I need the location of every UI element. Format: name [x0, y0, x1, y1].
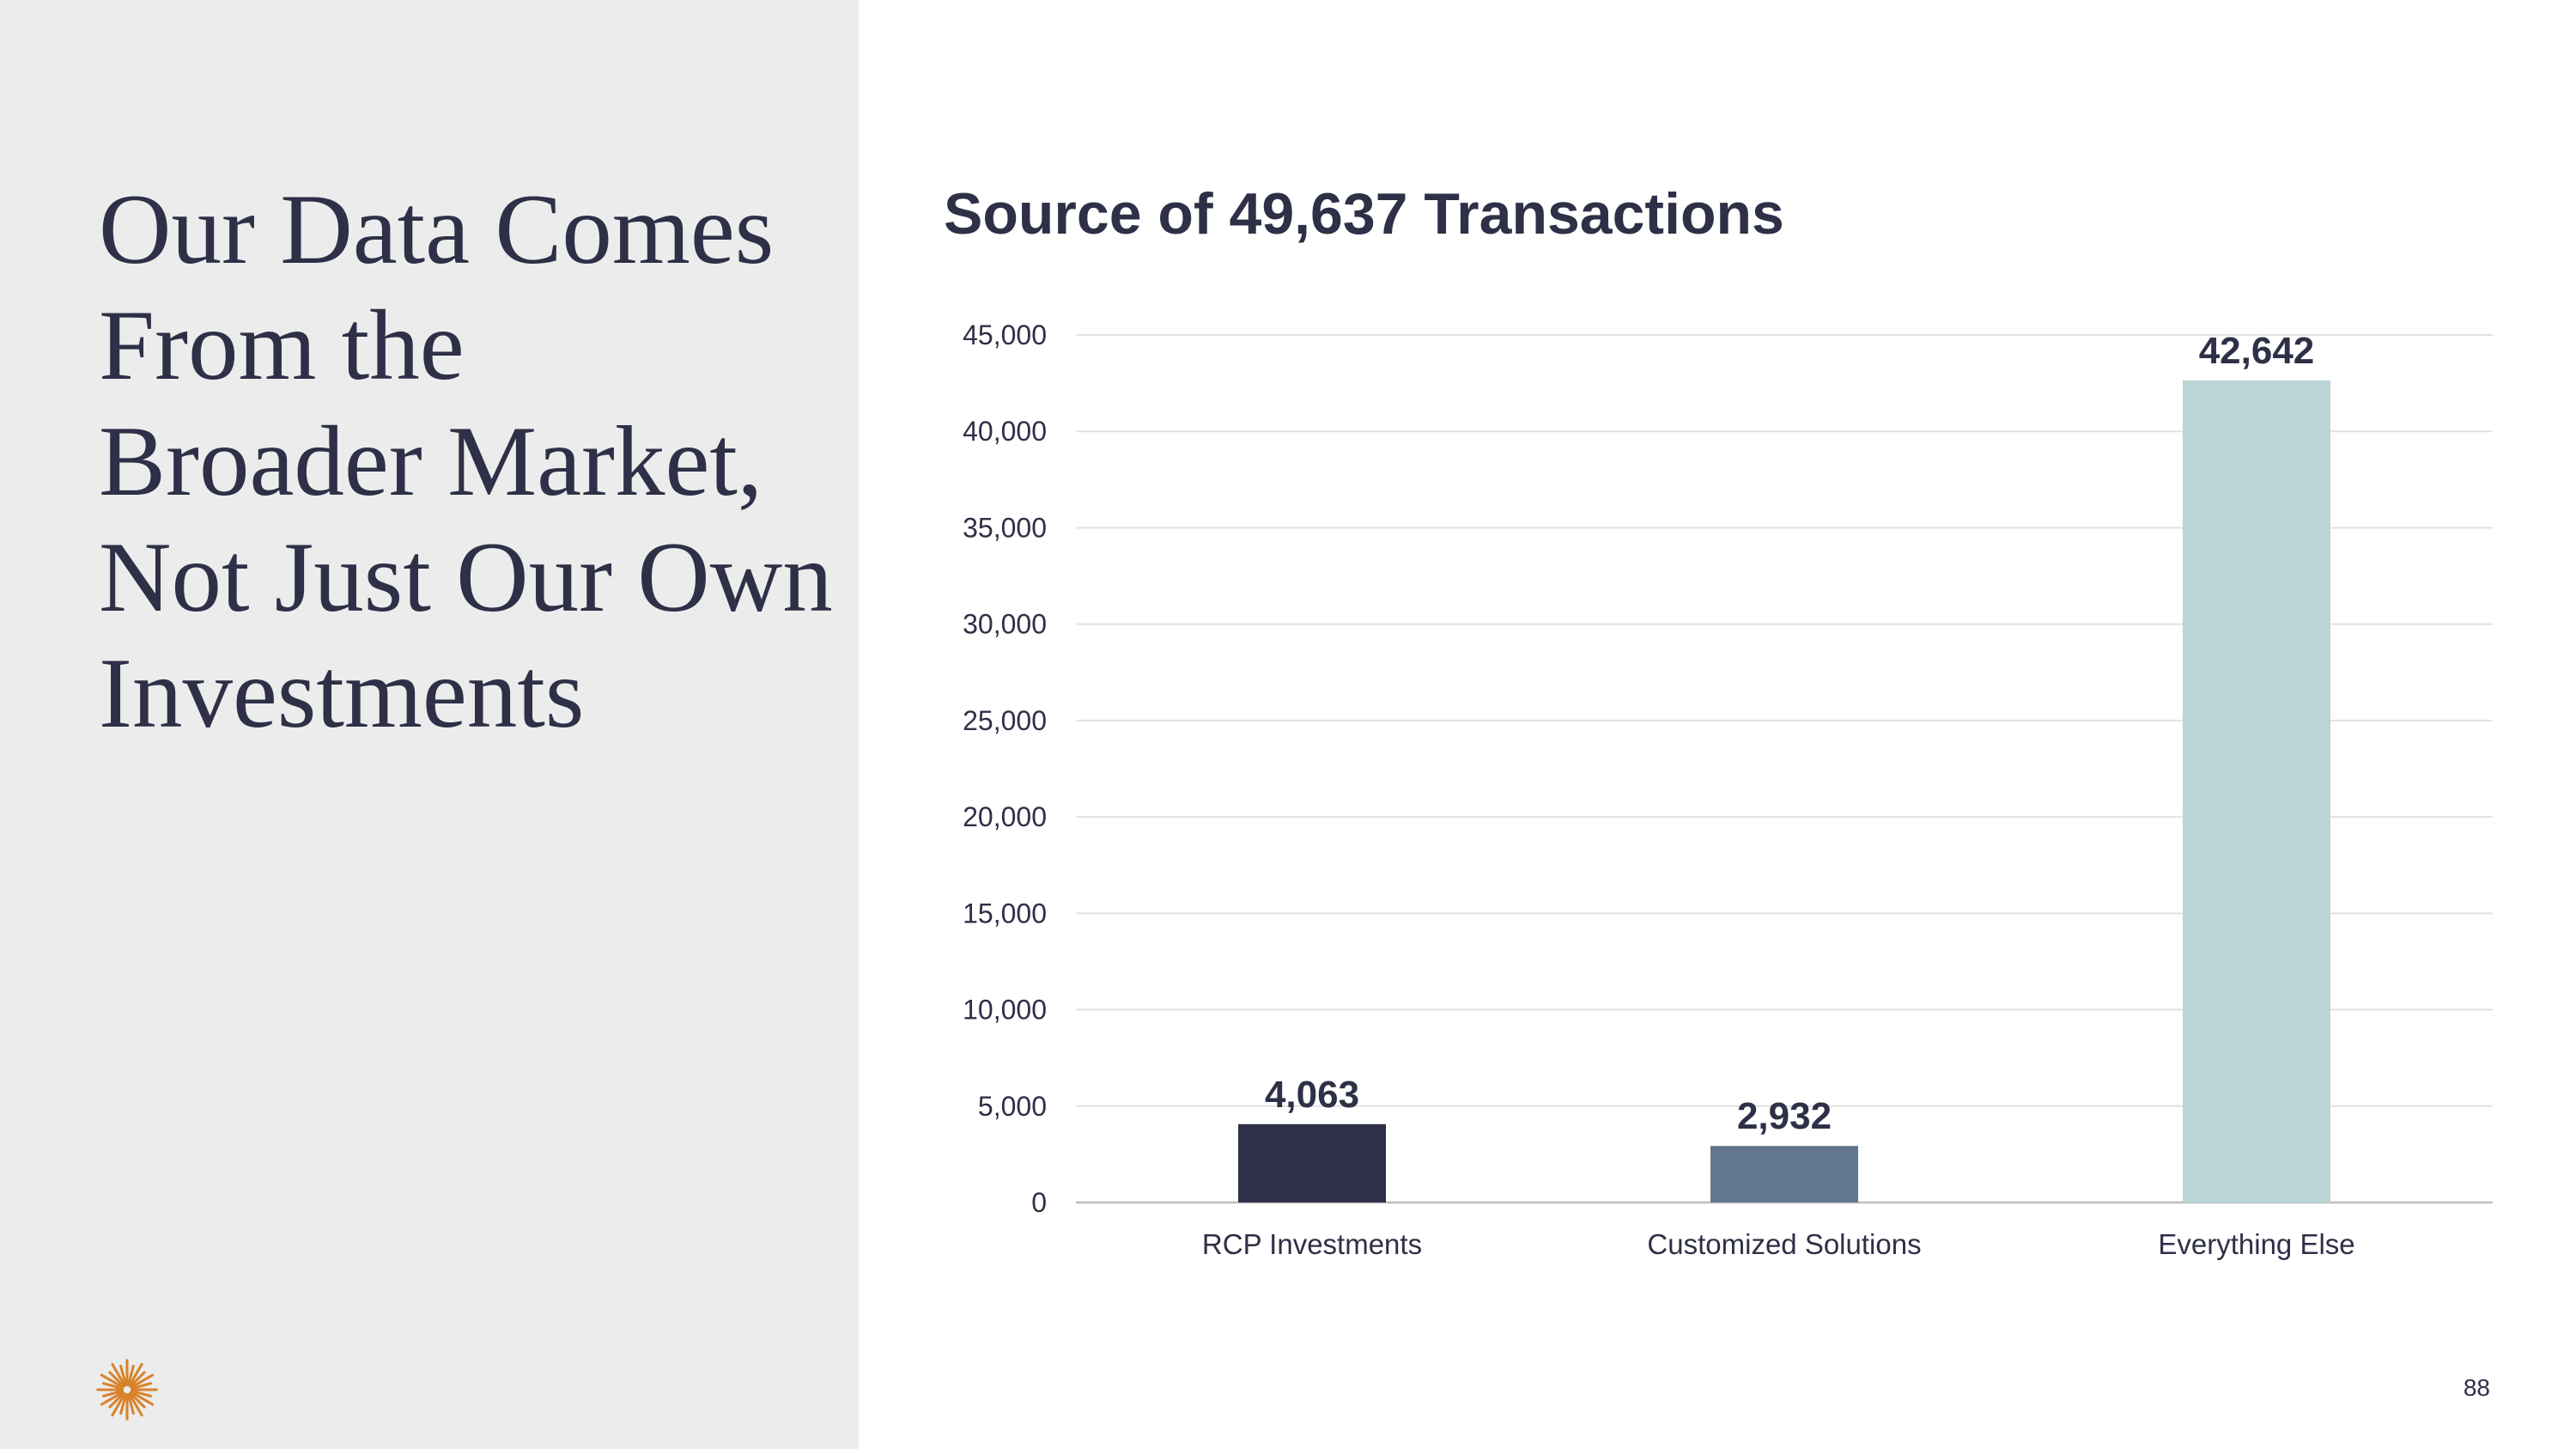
logo-ray	[130, 1382, 153, 1391]
x-tick-label: Everything Else	[2158, 1228, 2354, 1260]
logo-ray	[111, 1392, 126, 1417]
logo-ray	[128, 1362, 143, 1387]
slide-headline: Our Data Comes From the Broader Market, …	[99, 172, 837, 752]
y-tick-label: 30,000	[963, 609, 1047, 640]
headline-line-5: Investments	[99, 638, 585, 749]
logo-ray	[119, 1364, 128, 1387]
logo-ray	[130, 1389, 153, 1397]
bar-customized-solutions	[1710, 1146, 1858, 1202]
headline-line-1: Our Data Comes	[99, 174, 775, 285]
data-label: 2,932	[1737, 1095, 1832, 1137]
x-tick-label: RCP Investments	[1202, 1228, 1422, 1260]
logo-ray	[100, 1391, 125, 1406]
left-panel	[0, 0, 859, 1449]
logo-ray	[101, 1382, 125, 1391]
logo-ray	[108, 1371, 125, 1388]
logo-ray	[126, 1392, 135, 1416]
headline-line-4: Not Just Our Own	[99, 522, 833, 633]
logo-ray	[128, 1392, 143, 1417]
y-tick-label: 45,000	[963, 320, 1047, 350]
data-label: 4,063	[1265, 1074, 1359, 1116]
asterisk-starburst-icon	[96, 1359, 158, 1421]
chart-title: Source of 49,637 Transactions	[944, 181, 1784, 247]
logo-ray	[129, 1391, 146, 1409]
x-tick-label: Customized Solutions	[1647, 1228, 1921, 1260]
y-tick-label: 10,000	[963, 995, 1047, 1026]
logo-ray	[130, 1391, 155, 1406]
data-label: 42,642	[2199, 330, 2315, 372]
y-tick-label: 25,000	[963, 705, 1047, 736]
logo-ray	[130, 1373, 155, 1389]
logo-ray	[126, 1364, 135, 1387]
bar-rcp-investments	[1238, 1123, 1386, 1202]
y-tick-label: 20,000	[963, 801, 1047, 832]
y-tick-label: 35,000	[963, 512, 1047, 543]
logo-ray	[100, 1373, 125, 1389]
logo-ray	[119, 1392, 128, 1416]
logo-ray	[101, 1389, 125, 1397]
y-tick-label: 15,000	[963, 898, 1047, 928]
headline-line-3: Broader Market,	[99, 406, 763, 517]
y-tick-label: 40,000	[963, 416, 1047, 447]
logo-ray	[108, 1391, 125, 1409]
bar-everything-else	[2183, 380, 2330, 1202]
page-number: 88	[2463, 1374, 2490, 1401]
logo-ray	[111, 1362, 126, 1387]
y-tick-label: 5,000	[978, 1091, 1047, 1122]
y-tick-label: 0	[1031, 1187, 1047, 1218]
logo-ray	[129, 1371, 146, 1388]
headline-line-2: From the	[99, 290, 465, 401]
